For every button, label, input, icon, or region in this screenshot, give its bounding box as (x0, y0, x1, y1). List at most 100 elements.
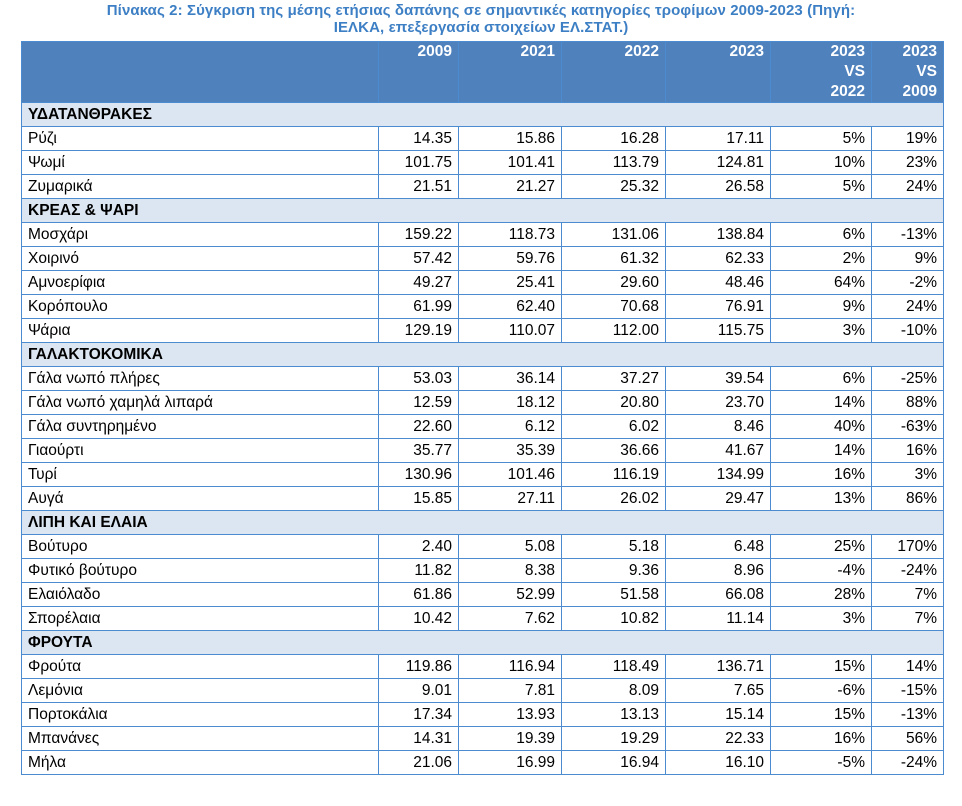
value-cell: 13% (770, 486, 872, 511)
value-cell: 21.27 (458, 174, 562, 199)
value-cell: 59.76 (458, 246, 562, 271)
value-cell: 101.41 (458, 150, 562, 175)
value-cell: 130.96 (378, 462, 459, 487)
value-cell: 76.91 (665, 294, 771, 319)
value-cell: -6% (770, 678, 872, 703)
category-label: ΓΑΛΑΚΤΟΚΟΜΙΚΑ (21, 342, 944, 367)
table-row: Φυτικό βούτυρο 11.82 8.38 9.36 8.96 -4% -24% (21, 558, 944, 583)
value-cell: 15.85 (378, 486, 459, 511)
value-cell: 64% (770, 270, 872, 295)
table-row: Γάλα συντηρημένο 22.60 6.12 6.02 8.46 40% -63% (21, 414, 944, 439)
category-label: ΚΡΕΑΣ & ΨΑΡΙ (21, 198, 944, 223)
header-text: 2023 (830, 43, 865, 60)
value-cell: 15% (770, 654, 872, 679)
value-cell: -63% (871, 414, 944, 439)
item-name-cell: Κορόπουλο (21, 294, 379, 319)
table-row: Γιαούρτι 35.77 35.39 36.66 41.67 14% 16% (21, 438, 944, 463)
value-cell: 9% (871, 246, 944, 271)
value-cell: 56% (871, 726, 944, 751)
value-cell: 12.59 (378, 390, 459, 415)
value-cell: 16% (871, 438, 944, 463)
value-cell: 26.58 (665, 174, 771, 199)
value-cell: -25% (871, 366, 944, 391)
item-name-cell: Αμνοερίφια (21, 270, 379, 295)
value-cell: -10% (871, 318, 944, 343)
value-cell: 115.75 (665, 318, 771, 343)
value-cell: 61.32 (561, 246, 666, 271)
value-cell: 116.94 (458, 654, 562, 679)
table-header: 2009 2021 2022 2023 2023 VS 2022 2023 VS… (21, 41, 944, 103)
value-cell: -13% (871, 702, 944, 727)
item-name-cell: Γιαούρτι (21, 438, 379, 463)
value-cell: 8.46 (665, 414, 771, 439)
value-cell: 18.12 (458, 390, 562, 415)
item-name-cell: Πορτοκάλια (21, 702, 379, 727)
item-name-cell: Μήλα (21, 750, 379, 775)
category-row: ΓΑΛΑΚΤΟΚΟΜΙΚΑ (21, 342, 944, 367)
table-row: Ζυμαρικά 21.51 21.27 25.32 26.58 5% 24% (21, 174, 944, 199)
item-name-cell: Σπορέλαια (21, 606, 379, 631)
value-cell: 10% (770, 150, 872, 175)
value-cell: 16.28 (561, 126, 666, 151)
value-cell: 41.67 (665, 438, 771, 463)
value-cell: 23.70 (665, 390, 771, 415)
item-name-cell: Λεμόνια (21, 678, 379, 703)
value-cell: 113.79 (561, 150, 666, 175)
value-cell: 17.11 (665, 126, 771, 151)
value-cell: 119.86 (378, 654, 459, 679)
value-cell: 16.99 (458, 750, 562, 775)
value-cell: 15% (770, 702, 872, 727)
value-cell: 9.36 (561, 558, 666, 583)
caption-line-1: Πίνακας 2: Σύγκριση της μέσης ετήσιας δα… (106, 2, 856, 19)
value-cell: 16.10 (665, 750, 771, 775)
category-row: ΥΔΑΤΑΝΘΡΑΚΕΣ (21, 102, 944, 127)
value-cell: 51.58 (561, 582, 666, 607)
value-cell: 13.93 (458, 702, 562, 727)
value-cell: 118.73 (458, 222, 562, 247)
category-label: ΥΔΑΤΑΝΘΡΑΚΕΣ (21, 102, 944, 127)
value-cell: 21.06 (378, 750, 459, 775)
value-cell: 25% (770, 534, 872, 559)
table-row: Γάλα νωπό χαμηλά λιπαρά 12.59 18.12 20.80 23… (21, 390, 944, 415)
value-cell: 35.77 (378, 438, 459, 463)
item-name-cell: Ρύζι (21, 126, 379, 151)
value-cell: 37.27 (561, 366, 666, 391)
header-category (21, 41, 379, 103)
value-cell: -24% (871, 558, 944, 583)
value-cell: 66.08 (665, 582, 771, 607)
value-cell: -13% (871, 222, 944, 247)
value-cell: -2% (871, 270, 944, 295)
table-caption: Πίνακας 2: Σύγκριση της μέσης ετήσιας δα… (0, 2, 962, 36)
value-cell: 3% (871, 462, 944, 487)
value-cell: 116.19 (561, 462, 666, 487)
item-name-cell: Τυρί (21, 462, 379, 487)
item-name-cell: Γάλα νωπό χαμηλά λιπαρά (21, 390, 379, 415)
value-cell: 36.14 (458, 366, 562, 391)
header-2023: 2023 (665, 41, 771, 103)
value-cell: 10.82 (561, 606, 666, 631)
value-cell: 101.46 (458, 462, 562, 487)
value-cell: 29.60 (561, 270, 666, 295)
value-cell: 14% (871, 654, 944, 679)
header-text: 2022 (830, 83, 865, 100)
value-cell: 70.68 (561, 294, 666, 319)
table-row: Μπανάνες 14.31 19.39 19.29 22.33 16% 56% (21, 726, 944, 751)
item-name-cell: Γάλα νωπό πλήρες (21, 366, 379, 391)
table-row: Μοσχάρι 159.22 118.73 131.06 138.84 6% -13% (21, 222, 944, 247)
item-name-cell: Ψωμί (21, 150, 379, 175)
value-cell: -4% (770, 558, 872, 583)
category-row: ΦΡΟΥΤΑ (21, 630, 944, 655)
value-cell: 17.34 (378, 702, 459, 727)
value-cell: 15.86 (458, 126, 562, 151)
value-cell: 112.00 (561, 318, 666, 343)
value-cell: 20.80 (561, 390, 666, 415)
table-row: Λεμόνια 9.01 7.81 8.09 7.65 -6% -15% (21, 678, 944, 703)
item-name-cell: Χοιρινό (21, 246, 379, 271)
value-cell: 15.14 (665, 702, 771, 727)
value-cell: 16% (770, 726, 872, 751)
value-cell: 8.96 (665, 558, 771, 583)
table-row: Αυγά 15.85 27.11 26.02 29.47 13% 86% (21, 486, 944, 511)
value-cell: 24% (871, 294, 944, 319)
value-cell: 5% (770, 174, 872, 199)
value-cell: 61.99 (378, 294, 459, 319)
